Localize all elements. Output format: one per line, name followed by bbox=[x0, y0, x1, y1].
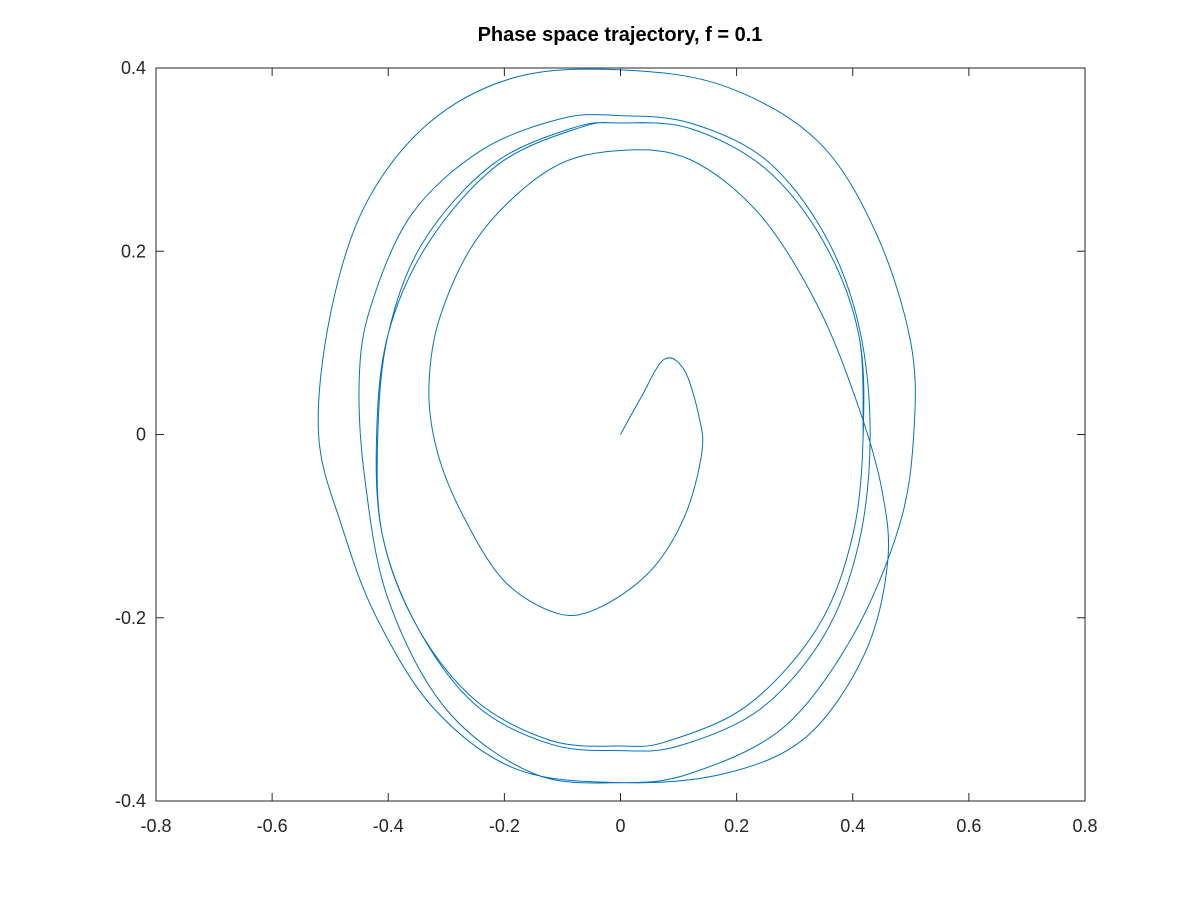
x-tick-label: 0.8 bbox=[1072, 816, 1097, 836]
x-tick-label: -0.8 bbox=[140, 816, 171, 836]
axis-ticks: -0.8 -0.6 -0.4 -0.2 0 0.2 0.4 0.6 0.8 -0.4 -0.2 0 0.… bbox=[115, 58, 1098, 836]
x-tick-label: 0 bbox=[615, 816, 625, 836]
y-tick-label: 0 bbox=[136, 425, 146, 445]
x-tick-label: -0.4 bbox=[373, 816, 404, 836]
y-tick-label: -0.4 bbox=[115, 791, 146, 811]
x-tick-label: -0.6 bbox=[257, 816, 288, 836]
y-tick-label: 0.4 bbox=[121, 58, 146, 78]
trajectory-line bbox=[317, 68, 916, 784]
y-tick-label: -0.2 bbox=[115, 608, 146, 628]
chart-title: Phase space trajectory, f = 0.1 bbox=[478, 24, 763, 46]
x-tick-label: 0.2 bbox=[724, 816, 749, 836]
y-tick-label: 0.2 bbox=[121, 241, 146, 261]
x-tick-label: 0.4 bbox=[840, 816, 865, 836]
x-tick-label: 0.6 bbox=[956, 816, 981, 836]
x-tick-label: -0.2 bbox=[489, 816, 520, 836]
plot-area bbox=[317, 68, 916, 784]
